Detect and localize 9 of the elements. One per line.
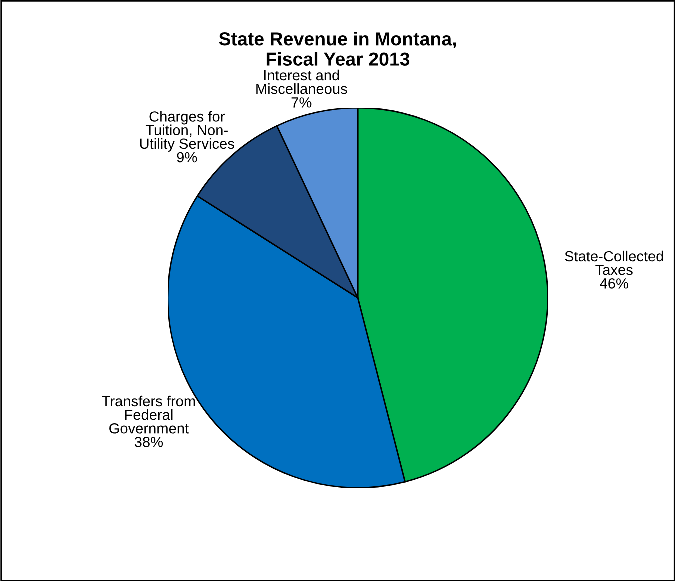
data-label: 9%: [177, 152, 198, 163]
data-label: 7%: [292, 98, 312, 108]
slice-label: Interest and Miscellaneous: [256, 70, 348, 94]
slice-label: State-Collected Taxes: [565, 250, 664, 276]
chart-title: State Revenue in Montana, Fiscal Year 2013: [219, 32, 456, 66]
slice-label: Transfers from Federal Government: [102, 396, 196, 434]
slice-label: Charges for Tuition, Non- Utility Services: [140, 111, 234, 152]
data-label: 46%: [600, 278, 628, 289]
data-label: 38%: [134, 437, 164, 448]
